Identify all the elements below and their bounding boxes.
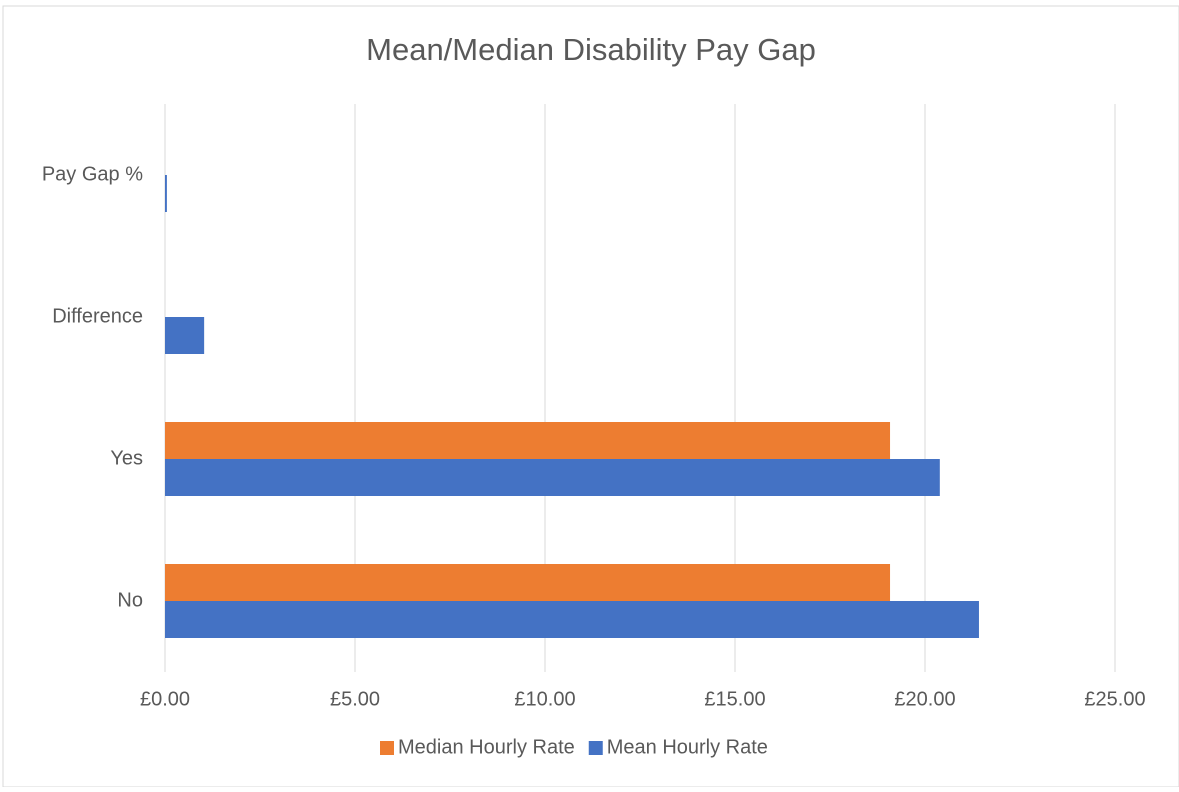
y-tick-label: Difference xyxy=(52,305,143,327)
bar xyxy=(165,175,167,212)
x-tick-label: £10.00 xyxy=(514,688,575,710)
chart-border xyxy=(2,5,1179,788)
chart-title: Mean/Median Disability Pay Gap xyxy=(366,32,816,67)
y-tick-label: Yes xyxy=(110,447,143,469)
x-tick-label: £25.00 xyxy=(1084,688,1145,710)
x-tick-label: £0.00 xyxy=(140,688,190,710)
legend-label: Median Hourly Rate xyxy=(398,736,575,758)
x-tick-label: £15.00 xyxy=(704,688,765,710)
bar xyxy=(165,601,979,638)
x-tick-label: £5.00 xyxy=(330,688,380,710)
bar xyxy=(165,317,205,354)
bar xyxy=(165,459,940,496)
legend-swatch xyxy=(380,741,394,755)
bar xyxy=(165,422,891,459)
legend-swatch xyxy=(588,741,603,755)
y-tick-label: Pay Gap % xyxy=(42,163,143,185)
bar xyxy=(165,564,891,601)
y-tick-label: No xyxy=(117,589,143,611)
legend-label: Mean Hourly Rate xyxy=(607,736,768,758)
x-tick-label: £20.00 xyxy=(894,688,955,710)
